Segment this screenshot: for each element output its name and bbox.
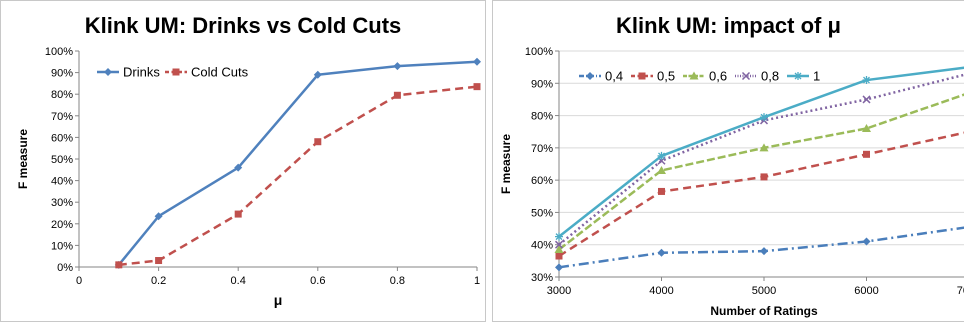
- data-point: [556, 253, 563, 260]
- legend-label: Cold Cuts: [191, 65, 249, 80]
- chart-plot-area: 30% 40% 50% 60% 70% 80% 90% 100% 3000 4000 5000 600…: [493, 1, 964, 323]
- legend-label: 0,8: [761, 69, 779, 84]
- legend-item: 0,4: [579, 69, 623, 84]
- data-point: [760, 113, 768, 121]
- data-point: [863, 151, 870, 158]
- y-tick-label: 70%: [51, 111, 73, 123]
- data-point: [760, 247, 768, 255]
- y-tick-label: 100%: [45, 46, 73, 58]
- series-0: [115, 58, 481, 269]
- data-point: [555, 263, 563, 271]
- series-line: [559, 67, 964, 237]
- legend-marker: [639, 73, 646, 80]
- y-axis-title: F measure: [16, 129, 30, 189]
- y-tick-label: 80%: [531, 111, 553, 123]
- x-axis-title: Number of Ratings: [710, 304, 818, 318]
- y-tick-label: 50%: [51, 154, 73, 166]
- data-point: [863, 76, 871, 84]
- y-axis-title: F measure: [499, 134, 513, 194]
- x-tick-label: 0.2: [151, 275, 166, 287]
- data-point: [473, 58, 481, 66]
- y-tick-label: 40%: [51, 176, 73, 188]
- y-tick-label: 20%: [51, 219, 73, 231]
- series-line: [119, 87, 477, 265]
- legend-item: 0,5: [631, 69, 675, 84]
- chart-panel-drinks-vs-cold-cuts: Klink UM: Drinks vs Cold Cuts 0%10%20%30…: [0, 0, 486, 322]
- series-1: [115, 83, 480, 268]
- x-tick-label: 5000: [752, 285, 776, 297]
- x-tick-label: 0.6: [310, 275, 325, 287]
- y-tick-label: 70%: [531, 143, 553, 155]
- y-tick-label: 50%: [531, 207, 553, 219]
- series-4: [555, 63, 964, 241]
- legend-label: 0,4: [605, 69, 623, 84]
- y-tick-label: 90%: [531, 78, 553, 90]
- y-tick-label: 0%: [57, 262, 73, 274]
- data-point: [658, 152, 666, 160]
- data-point: [155, 257, 162, 264]
- y-tick-label: 30%: [531, 272, 553, 284]
- y-tick-label: 10%: [51, 240, 73, 252]
- legend-label: 1: [813, 69, 820, 84]
- x-tick-label: 0.4: [231, 275, 246, 287]
- data-point: [393, 62, 401, 70]
- series-line: [559, 93, 964, 250]
- x-axis-title: μ: [274, 292, 283, 308]
- legend-label: 0,5: [657, 69, 675, 84]
- y-tick-label: 60%: [51, 132, 73, 144]
- x-tick-label: 7000: [957, 285, 964, 297]
- x-tick-label: 3000: [547, 285, 571, 297]
- legend-label: Drinks: [123, 65, 160, 80]
- data-point: [235, 211, 242, 218]
- legend-marker: [794, 72, 802, 80]
- x-tick-label: 0.8: [390, 275, 405, 287]
- data-point: [658, 249, 666, 257]
- y-tick-label: 60%: [531, 175, 553, 187]
- data-point: [761, 173, 768, 180]
- data-point: [863, 96, 870, 103]
- series-0: [555, 223, 964, 271]
- legend-label: 0,6: [709, 69, 727, 84]
- y-tick-label: 30%: [51, 197, 73, 209]
- data-point: [474, 83, 481, 90]
- legend-marker: [104, 68, 112, 76]
- legend-marker: [586, 72, 594, 80]
- y-tick-label: 40%: [531, 240, 553, 252]
- legend-item: 0,8: [735, 69, 779, 84]
- data-point: [394, 92, 401, 99]
- legend: 0,4 0,5 0,6 0,8 1: [579, 69, 820, 84]
- legend: Drinks Cold Cuts: [97, 65, 249, 80]
- data-point: [115, 261, 122, 268]
- y-tick-label: 90%: [51, 68, 73, 80]
- legend-marker: [173, 69, 180, 76]
- legend-item: Cold Cuts: [165, 65, 249, 80]
- series-line: [559, 227, 964, 267]
- series-2: [555, 88, 964, 253]
- x-tick-label: 0: [76, 275, 82, 287]
- y-tick-label: 80%: [51, 89, 73, 101]
- legend-item: Drinks: [97, 65, 160, 80]
- legend-item: 1: [787, 69, 820, 84]
- x-tick-label: 1: [474, 275, 480, 287]
- data-point: [658, 188, 665, 195]
- x-tick-label: 6000: [854, 285, 878, 297]
- y-tick-label: 100%: [525, 46, 553, 58]
- data-point: [314, 138, 321, 145]
- legend-item: 0,6: [683, 69, 727, 84]
- x-tick-label: 4000: [649, 285, 673, 297]
- series-3: [556, 70, 964, 248]
- chart-panel-impact-of-mu: Klink UM: impact of μ 30%40%50%60%70%80%…: [492, 0, 964, 322]
- chart-plot-area: 0% 10% 20% 30% 40% 50% 60% 70% 80% 90% 100% 0 0.2 0.4…: [1, 1, 487, 323]
- data-point: [555, 233, 563, 241]
